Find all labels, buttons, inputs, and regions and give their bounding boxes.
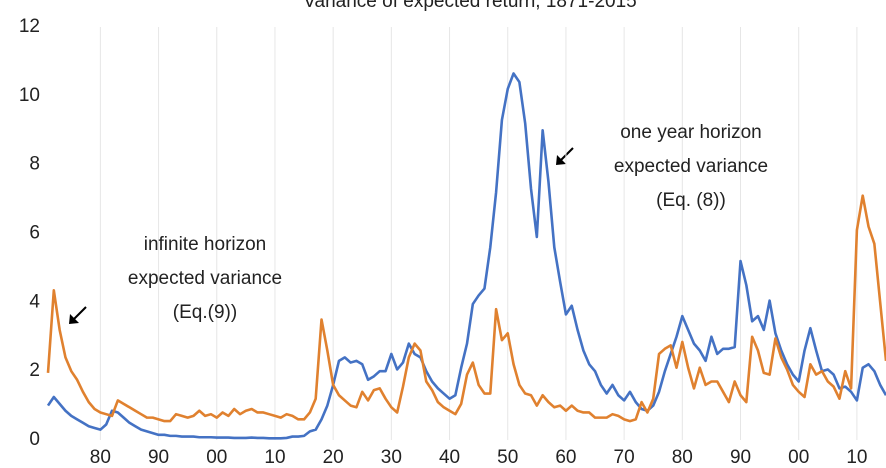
x-tick-label: 10 [846,447,867,468]
y-tick-label: 10 [19,85,40,106]
y-tick-label: 4 [29,291,40,312]
x-tick-label: 60 [555,447,576,468]
y-tick-label: 12 [19,16,40,37]
x-tick-label: 00 [788,447,809,468]
x-tick-label: 20 [323,447,344,468]
x-tick-label: 40 [439,447,460,468]
x-tick-label: 30 [381,447,402,468]
annotation: infinite horizon [144,234,267,255]
x-tick-label: 00 [206,447,227,468]
y-tick-label: 2 [29,360,40,381]
x-tick-label: 50 [497,447,518,468]
y-tick-label: 0 [29,429,40,450]
annotation: (Eq.(9)) [173,302,237,323]
annotation: expected variance [614,156,768,177]
series-line [46,72,886,440]
y-tick-label: 6 [29,223,40,244]
x-tick-label: 90 [148,447,169,468]
x-tick-label: 70 [614,447,635,468]
annotation: expected variance [128,268,282,289]
y-tick-label: 8 [29,154,40,175]
x-tick-label: 80 [672,447,693,468]
x-tick-label: 80 [90,447,111,468]
arrow [69,147,574,324]
series-line [46,194,886,423]
x-tick-label: 10 [264,447,285,468]
chart-title: Variance of expected return, 1871-2015 [303,0,636,12]
annotation: one year horizon [620,122,762,143]
annotation: (Eq. (8)) [656,190,726,211]
x-tick-label: 90 [730,447,751,468]
